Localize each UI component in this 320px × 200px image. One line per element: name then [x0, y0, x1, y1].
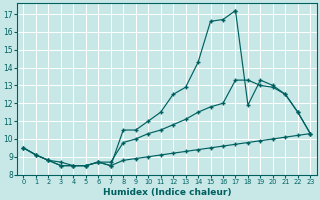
X-axis label: Humidex (Indice chaleur): Humidex (Indice chaleur) [103, 188, 231, 197]
